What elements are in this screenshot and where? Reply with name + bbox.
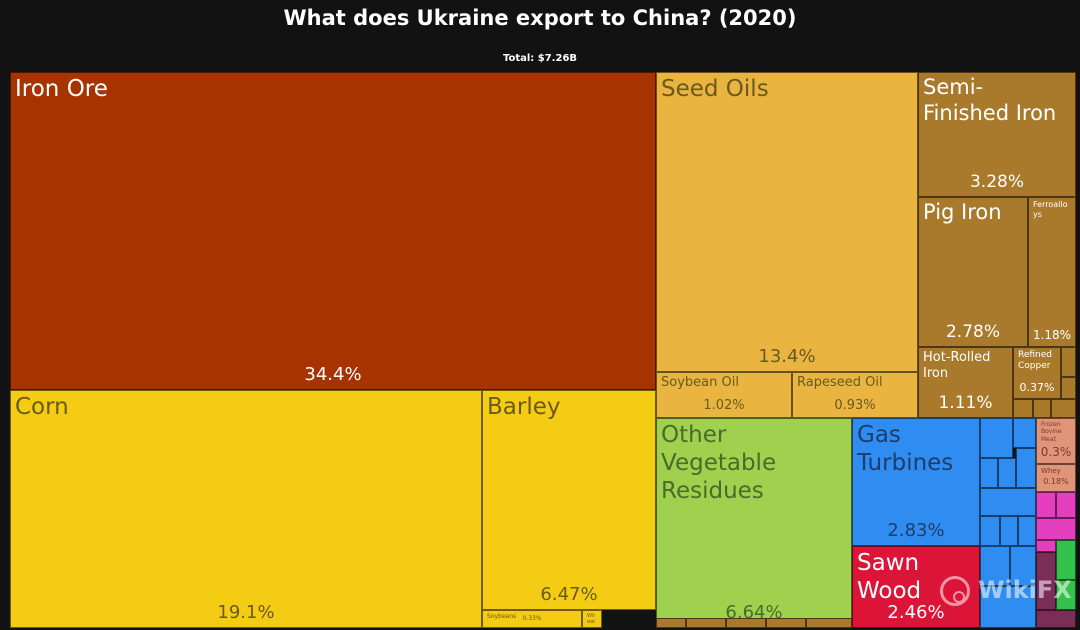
minor-tile-machinery-7 xyxy=(1013,418,1036,448)
tile-gas-turbines: Gas Turbines 2.83% xyxy=(852,418,980,546)
minor-tile-metals-1 xyxy=(1061,347,1076,377)
tile-semi-finished-iron: Semi- Finished Iron 3.28% xyxy=(918,72,1076,197)
tile-frozen-bovine-meat: Frozen Bovine Meat 0.3% xyxy=(1036,418,1076,464)
tile-value-whey: 0.18% xyxy=(1043,477,1069,487)
tile-label-frozen-bovine-meat: Frozen Bovine Meat xyxy=(1041,421,1062,443)
tile-value-gas-turbines: 2.83% xyxy=(887,520,945,542)
tile-value-semi-finished-iron: 3.28% xyxy=(969,172,1024,193)
minor-tile-machinery-6 xyxy=(980,418,1013,458)
tile-label-soybeans: Soybeans xyxy=(487,613,517,620)
tile-value-hot-rolled-iron: 1.11% xyxy=(938,393,993,414)
chart-subtitle: Total: $7.26B xyxy=(502,53,578,64)
tile-sawn-wood: Sawn Wood 2.46% xyxy=(852,546,980,628)
tile-label-gas-turbines: Gas Turbines xyxy=(857,422,954,477)
tile-iron-ore: Iron Ore 34.4% xyxy=(10,72,656,390)
minor-tile-metals-29 xyxy=(766,618,806,628)
minor-tile-metals-5 xyxy=(1051,399,1076,418)
minor-tile-metals-28 xyxy=(726,618,766,628)
minor-tile-machinery-24 xyxy=(1010,546,1036,586)
tile-label-other-vegetable-residues: Other Vegetable Residues xyxy=(661,422,777,505)
minor-tile-metals-26 xyxy=(656,618,686,628)
tile-label-ferroalloys: Ferroalloys xyxy=(1033,200,1068,219)
tile-value-other-vegetable-residues: 6.64% xyxy=(725,602,783,624)
tile-barley: Barley 6.47% xyxy=(482,390,656,610)
tile-rapeseed-oil: Rapeseed Oil 0.93% xyxy=(792,372,918,418)
tile-other-vegetable-residues: Other Vegetable Residues 6.64% xyxy=(656,418,852,628)
minor-tile-machinery-10 xyxy=(1016,448,1036,488)
tile-ferroalloys: Ferroalloys 1.18% xyxy=(1028,197,1076,347)
minor-tile-machinery-9 xyxy=(998,458,1016,488)
tile-label-rapeseed-oil: Rapeseed Oil xyxy=(797,375,883,390)
tile-value-soybeans: 0.33% xyxy=(522,615,542,623)
minor-tile-metals-30 xyxy=(806,618,852,628)
tile-pig-iron: Pig Iron 2.78% xyxy=(918,197,1028,347)
tile-value-frozen-bovine-meat: 0.3% xyxy=(1040,444,1072,459)
tile-wheat: Wheat xyxy=(582,610,602,628)
minor-tile-other-22 xyxy=(1036,610,1076,628)
tile-corn: Corn 19.1% xyxy=(10,390,482,628)
tile-soybean-oil: Soybean Oil 1.02% xyxy=(656,372,792,418)
minor-tile-chemicals-17 xyxy=(1036,518,1076,540)
tile-label-corn: Corn xyxy=(15,394,69,420)
minor-tile-textiles-20 xyxy=(1056,580,1076,610)
tile-value-rapeseed-oil: 0.93% xyxy=(834,397,876,413)
tile-value-seed-oils: 13.4% xyxy=(758,346,816,368)
minor-tile-textiles-19 xyxy=(1056,540,1076,580)
tile-value-iron-ore: 34.4% xyxy=(304,364,362,386)
tile-label-hot-rolled-iron: Hot-Rolled Iron xyxy=(923,350,991,381)
tile-value-pig-iron: 2.78% xyxy=(945,322,1000,343)
tile-label-wheat: Wheat xyxy=(587,613,596,626)
minor-tile-metals-27 xyxy=(686,618,726,628)
chart-title: What does Ukraine export to China? (2020… xyxy=(283,6,797,30)
tile-label-sawn-wood: Sawn Wood xyxy=(857,550,922,605)
minor-tile-other-21 xyxy=(1036,552,1056,610)
tile-seed-oils: Seed Oils 13.4% xyxy=(656,72,918,372)
minor-tile-machinery-25 xyxy=(980,586,1036,628)
minor-tile-machinery-12 xyxy=(980,516,1000,546)
tile-label-whey: Whey xyxy=(1041,467,1061,475)
minor-tile-metals-4 xyxy=(1033,399,1051,418)
tile-value-barley: 6.47% xyxy=(540,584,598,606)
tile-label-barley: Barley xyxy=(487,394,561,420)
treemap-chart: Iron Ore 34.4% Corn 19.1% Barley 6.47% Soybean… xyxy=(10,72,1076,628)
tile-value-sawn-wood: 2.46% xyxy=(887,602,945,624)
minor-tile-machinery-23 xyxy=(980,546,1010,586)
minor-tile-machinery-8 xyxy=(980,458,998,488)
minor-tile-metals-2 xyxy=(1061,377,1076,399)
minor-tile-metals-3 xyxy=(1013,399,1033,418)
tile-hot-rolled-iron: Hot-Rolled Iron 1.11% xyxy=(918,347,1013,418)
minor-tile-machinery-13 xyxy=(1000,516,1018,546)
minor-tile-chemicals-16 xyxy=(1056,492,1076,518)
tile-value-soybean-oil: 1.02% xyxy=(703,397,745,413)
tile-label-iron-ore: Iron Ore xyxy=(15,76,108,102)
minor-tile-machinery-11 xyxy=(980,488,1036,516)
tile-value-ferroalloys: 1.18% xyxy=(1032,327,1072,342)
tile-value-refined-copper: 0.37% xyxy=(1019,380,1055,394)
tile-label-soybean-oil: Soybean Oil xyxy=(661,375,739,390)
minor-tile-chemicals-15 xyxy=(1036,492,1056,518)
tile-value-corn: 19.1% xyxy=(217,602,275,624)
tile-label-semi-finished-iron: Semi- Finished Iron xyxy=(923,75,1057,125)
tile-refined-copper: Refined Copper 0.37% xyxy=(1013,347,1061,399)
tile-soybeans: Soybeans 0.33% xyxy=(482,610,582,628)
tile-label-seed-oils: Seed Oils xyxy=(661,76,769,102)
tile-label-refined-copper: Refined Copper xyxy=(1018,350,1053,371)
minor-tile-chemicals-18 xyxy=(1036,540,1056,552)
tile-whey: Whey 0.18% xyxy=(1036,464,1076,492)
minor-tile-machinery-14 xyxy=(1018,516,1036,546)
tile-label-pig-iron: Pig Iron xyxy=(923,200,1002,224)
